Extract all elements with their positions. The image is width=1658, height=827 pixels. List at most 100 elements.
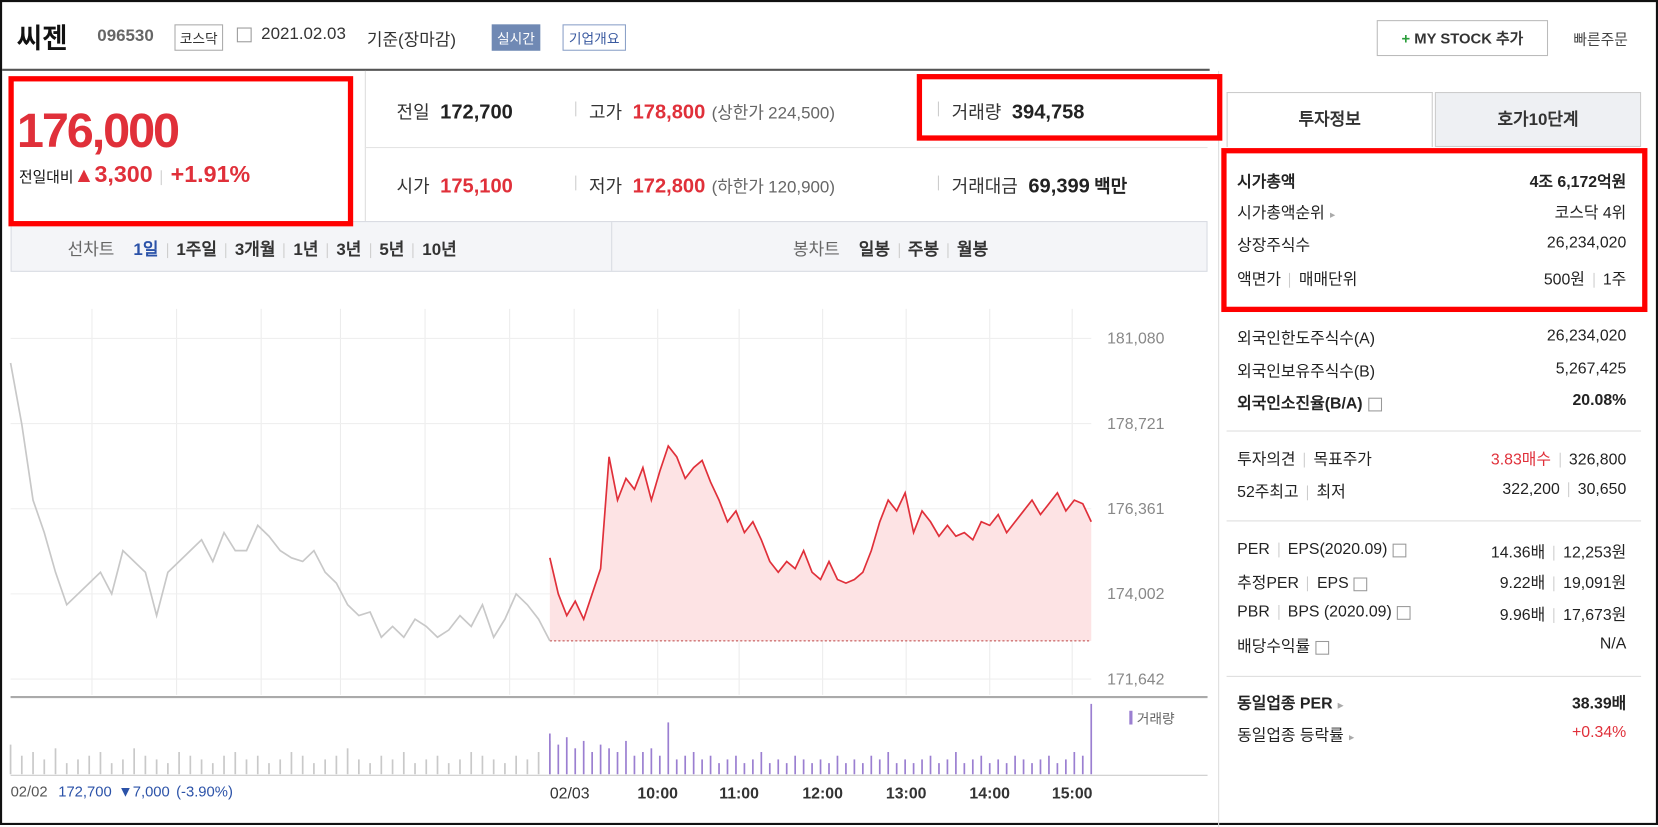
label-part: EPS(2020.09) [1287, 540, 1388, 559]
quick-order[interactable]: 빠른주문 [1573, 30, 1628, 48]
bracket: ) [829, 178, 835, 197]
label-part: 상장주식수 [1237, 236, 1311, 255]
volume-bar [346, 748, 349, 775]
volume-bar [701, 759, 703, 775]
volume-bar [938, 763, 940, 775]
tab-item[interactable]: 1주일 [176, 241, 217, 260]
separator [1553, 576, 1555, 592]
limit: (상한가 224,500) [712, 105, 835, 123]
volume-bar [358, 759, 360, 775]
separator [1307, 576, 1309, 592]
panel-tab[interactable]: 호가10단계 [1434, 92, 1642, 148]
y-tick-label: 176,361 [1107, 501, 1164, 518]
separator [1568, 482, 1570, 498]
volume-bar [223, 755, 225, 775]
panel-tab[interactable]: 투자정보 [1226, 92, 1433, 148]
label-part: 외국인소진율(B/A) [1237, 394, 1363, 413]
volume-bar [692, 752, 695, 775]
tab-item[interactable]: 3개월 [234, 241, 276, 260]
label-part: PER [1237, 540, 1270, 559]
realtime-badge[interactable]: 실시간 [491, 24, 541, 51]
value-part: 9.96배 [1499, 606, 1546, 625]
volume-bar [971, 759, 974, 775]
volume-bar [290, 752, 293, 775]
volume-bar [77, 759, 79, 775]
volume-bar [110, 763, 113, 775]
label-part: 최저 [1316, 483, 1346, 502]
volume-bar [32, 752, 34, 775]
row-label: 외국인한도주식수(A) [1237, 327, 1375, 349]
volume-bar [144, 755, 147, 775]
my-stock-button[interactable]: + MY STOCK 추가 [1376, 20, 1549, 57]
row-label: 외국인보유주식수(B) [1237, 360, 1375, 382]
volume-bar [279, 759, 282, 775]
plus-icon: + [1401, 29, 1415, 47]
volume-bar [895, 763, 898, 775]
limit-value: 120,900 [768, 178, 830, 197]
my-stock-label: MY STOCK 추가 [1414, 29, 1524, 47]
volume-bar [65, 763, 68, 775]
y-tick-label: 171,642 [1107, 671, 1164, 688]
tab-item[interactable]: 월봉 [957, 241, 989, 260]
value-part: 5,267,425 [1555, 359, 1627, 378]
change-rate: +1.91% [170, 160, 251, 188]
summary-item: 전일 172,700 [397, 97, 513, 124]
summary-label: 시가 [396, 176, 430, 197]
tab-item[interactable]: 3년 [336, 241, 362, 260]
volume-bar [459, 759, 461, 775]
row-value: 코스닥 4위 [1555, 201, 1627, 223]
tab-item[interactable]: 1일 [133, 241, 159, 260]
volume-bar [870, 755, 873, 775]
divider [1226, 675, 1642, 677]
volume-bar [1065, 759, 1067, 775]
tab-item[interactable]: 10년 [422, 241, 457, 260]
volume-bar [234, 752, 237, 775]
summary-value: 69,399 [1028, 175, 1090, 198]
y-tick-label: 181,080 [1107, 331, 1164, 348]
tab-item[interactable]: 주봉 [907, 241, 940, 260]
tab-item[interactable]: 1년 [293, 241, 319, 260]
bracket: ) [829, 104, 835, 123]
summary-unit: 백만 [1094, 176, 1128, 197]
limit-label: 하한가 [717, 178, 764, 197]
volume-bar [929, 755, 932, 775]
volume-bar [642, 752, 644, 775]
stock-code: 096530 [97, 27, 154, 46]
tab-group: 봉차트 일봉 주봉 월봉 [793, 235, 988, 260]
date-basis: 기준(장마감) [366, 31, 457, 50]
value-part: 26,234,020 [1546, 233, 1627, 252]
highlight-box [8, 76, 354, 227]
value-part: 9.22배 [1499, 574, 1546, 593]
label-part: 외국인보유주식수(B) [1237, 362, 1376, 381]
value-part: 500원 [1543, 270, 1585, 289]
volume-bar [1014, 755, 1016, 775]
tab-item[interactable]: 일봉 [858, 241, 890, 260]
row-label: 액면가 매매단위 [1237, 268, 1357, 290]
company-overview[interactable]: 기업개요 [562, 24, 626, 51]
limit: (하한가 120,900) [712, 179, 835, 197]
tab-item[interactable]: 5년 [379, 241, 405, 260]
x-tick-label: 02/03 [550, 786, 590, 803]
summary-item: 거래대금 69,399 백만 [937, 171, 1128, 198]
volume-bar [667, 722, 670, 775]
volume-bar [369, 763, 371, 775]
more-arrow: ▸ [1337, 700, 1344, 712]
footer-change: ▼7,000 [118, 782, 170, 800]
legend-label: 거래량 [1137, 711, 1175, 726]
volume-bar [122, 759, 124, 775]
header-rule [2, 68, 1210, 71]
change-label: 전일대비 [19, 168, 74, 186]
volume-bar [324, 759, 326, 775]
value-part: 3.83매수 [1490, 450, 1551, 469]
row-label: 동일업종 PER ▸ [1237, 692, 1343, 714]
divider [611, 222, 613, 271]
label-part: 배당수익률 [1237, 637, 1311, 656]
summary-value: 175,100 [440, 175, 513, 198]
limit-value: 224,500 [768, 104, 830, 123]
volume-bar [43, 759, 46, 775]
row-label: 배당수익률 [1237, 635, 1330, 657]
volume-bar [447, 763, 450, 775]
volume-bar [200, 759, 203, 775]
volume-bar [955, 752, 957, 775]
separator [283, 243, 285, 258]
